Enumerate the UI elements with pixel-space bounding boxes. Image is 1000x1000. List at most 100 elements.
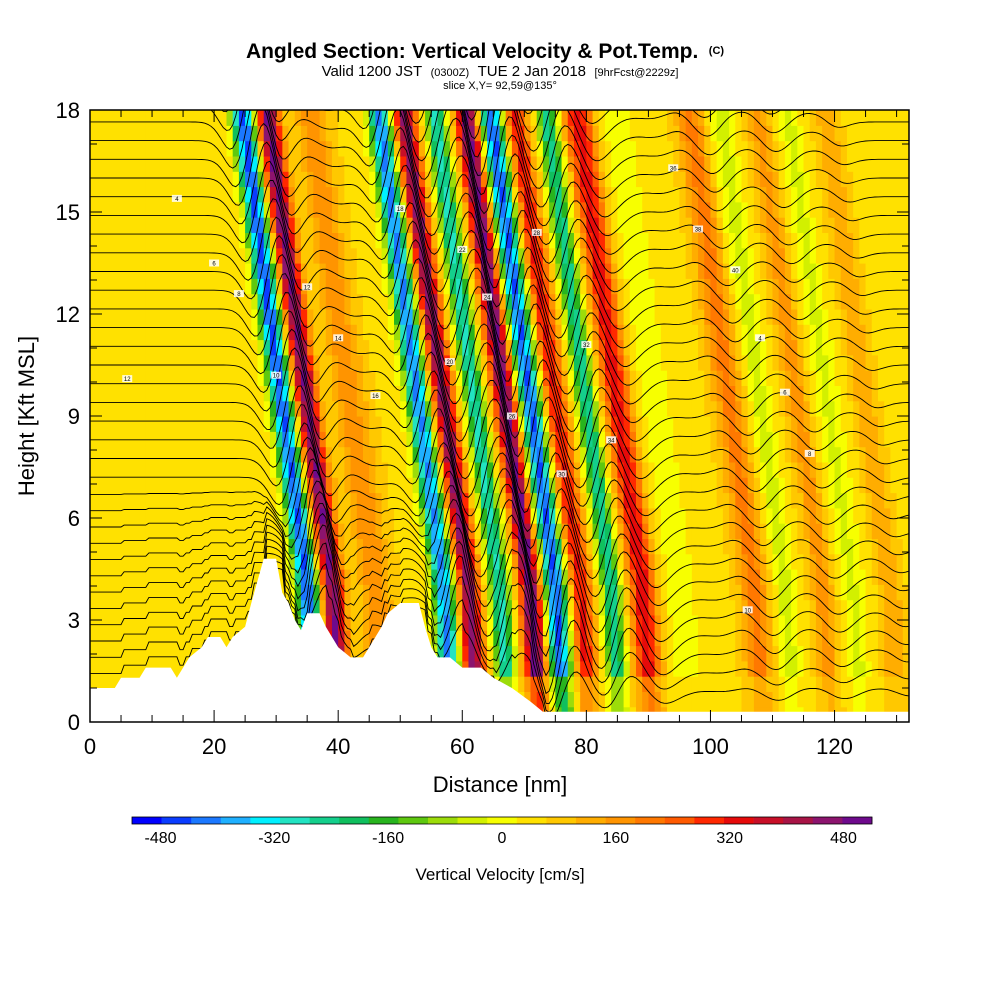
heatmap-cell [294,553,302,570]
heatmap-cell [797,507,805,524]
heatmap-cell [201,461,209,478]
heatmap-cell [524,385,532,402]
heatmap-cell [406,110,414,126]
heatmap-cell [561,553,569,570]
heatmap-cell [468,477,476,494]
heatmap-cell [96,630,103,647]
heatmap-cell [257,263,265,279]
heatmap-cell [549,110,556,126]
heatmap-cell [729,676,736,692]
heatmap-cell [710,110,718,126]
heatmap-cell [741,691,749,708]
heatmap-cell [406,461,414,478]
heatmap-cell [809,676,817,692]
heatmap-cell [809,263,817,279]
heatmap-cell [276,553,283,570]
heatmap-cell [127,354,135,371]
heatmap-cell [691,477,699,494]
heatmap-cell [803,385,811,402]
heatmap-cell [201,125,209,142]
heatmap-cell [152,201,159,218]
heatmap-cell [747,492,755,509]
heatmap-cell [518,630,525,647]
heatmap-cell [859,538,867,555]
heatmap-cell [772,110,780,126]
heatmap-cell [152,461,159,478]
heatmap-cell [803,171,811,188]
heatmap-cell [679,630,687,647]
heatmap-cell [369,125,376,142]
heatmap-cell [561,599,569,616]
heatmap-cell [778,599,786,616]
heatmap-cell [152,584,159,601]
heatmap-cell [338,416,345,432]
heatmap-cell [108,155,116,172]
heatmap-cell [567,630,575,647]
heatmap-cell [121,630,128,647]
heatmap-cell [766,201,774,218]
heatmap-cell [394,232,401,249]
heatmap-cell [586,385,594,402]
heatmap-cell [710,308,718,325]
heatmap-cell [114,599,122,616]
heatmap-cell [617,354,625,371]
heatmap-cell [710,171,718,188]
heatmap-cell [437,630,445,647]
heatmap-cell [660,614,668,631]
heatmap-cell [511,125,519,142]
heatmap-cell [611,110,618,126]
heatmap-cell [753,599,761,616]
heatmap-cell [822,553,829,570]
heatmap-cell [425,140,432,157]
heatmap-cell [114,186,122,203]
heatmap-cell [257,308,265,325]
heatmap-cell [183,385,190,402]
heatmap-cell [462,431,470,448]
heatmap-cell [251,370,259,386]
heatmap-cell [294,569,302,585]
heatmap-cell [493,171,501,188]
heatmap-cell [722,217,730,233]
heatmap-cell [760,477,767,494]
heatmap-cell [561,660,569,677]
heatmap-cell [679,477,687,494]
heatmap-cell [344,263,352,279]
heatmap-cell [263,492,271,509]
heatmap-cell [176,308,184,325]
heatmap-cell [412,400,420,417]
heatmap-cell [822,691,829,708]
heatmap-cell [189,507,197,524]
heatmap-cell [363,400,370,417]
heatmap-cell [331,584,339,601]
heatmap-cell [294,110,302,126]
heatmap-cell [183,110,190,126]
heatmap-cell [704,110,712,126]
heatmap-cell [487,278,494,295]
heatmap-cell [238,125,246,142]
heatmap-cell [536,660,544,677]
heatmap-cell [356,538,364,555]
heatmap-cell [636,477,643,494]
heatmap-cell [456,186,463,203]
heatmap-cell [381,155,389,172]
heatmap-cell [840,446,848,463]
heatmap-cell [158,416,166,432]
heatmap-cell [288,247,296,264]
heatmap-cell [834,247,842,264]
heatmap-cell [791,140,798,157]
heatmap-cell [381,232,389,249]
heatmap-cell [313,477,321,494]
heatmap-cell [604,339,612,356]
heatmap-cell [654,354,662,371]
heatmap-cell [766,385,774,402]
heatmap-cell [158,477,166,494]
heatmap-cell [363,140,370,157]
heatmap-cell [102,278,110,295]
heatmap-cell [846,431,854,448]
heatmap-cell [747,385,755,402]
heatmap-cell [331,431,339,448]
heatmap-cell [542,247,550,264]
heatmap-cell [505,140,513,157]
heatmap-cell [90,400,97,417]
heatmap-cell [685,416,693,432]
